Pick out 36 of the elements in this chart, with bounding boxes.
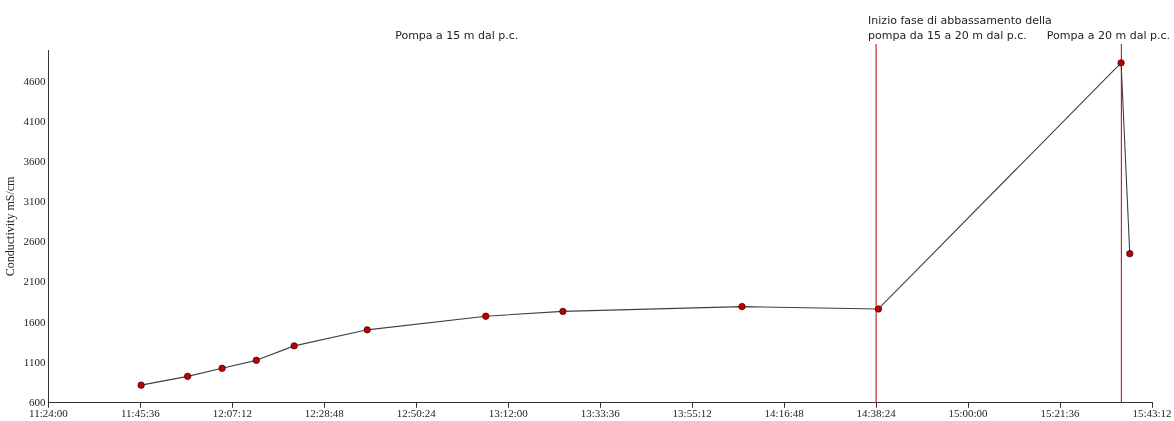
point bbox=[1117, 59, 1125, 67]
point bbox=[1126, 250, 1134, 258]
y-tick-label: 4600 bbox=[23, 74, 46, 87]
y-tick-label: 3100 bbox=[23, 195, 46, 208]
y-tick-label: 2100 bbox=[23, 275, 46, 288]
point bbox=[738, 302, 746, 311]
point bbox=[218, 364, 226, 372]
point bbox=[363, 326, 371, 334]
y-tick-label: 3600 bbox=[23, 155, 46, 168]
x-tick-label: 11:24:00 bbox=[29, 407, 69, 420]
x-tick-label: 15:00:00 bbox=[948, 407, 989, 420]
x-tick-label: 13:12:00 bbox=[488, 407, 529, 420]
x-tick-label: 14:16:48 bbox=[764, 407, 805, 420]
y-tick-label: 4100 bbox=[23, 115, 46, 128]
point bbox=[137, 381, 145, 389]
x-tick-label: 11:45:36 bbox=[121, 407, 161, 420]
y-axis-title: Conductivity mS/cm bbox=[3, 175, 18, 277]
point bbox=[482, 312, 490, 320]
y-tick-label: 1600 bbox=[23, 315, 46, 328]
ref-line-label: Pompa a 20 m dal p.c. bbox=[1046, 29, 1171, 43]
y-tick-label: 2600 bbox=[23, 235, 46, 248]
text: Pompa a 15 m dal p.c. bbox=[395, 29, 519, 43]
x-tick-label: 12:50:24 bbox=[396, 407, 437, 420]
point bbox=[290, 342, 298, 350]
y-tick-label: 1100 bbox=[23, 355, 46, 368]
x-tick-label: 12:07:12 bbox=[212, 407, 252, 420]
x-tick-label: 13:55:12 bbox=[672, 407, 712, 420]
x-tick-label: 15:43:12 bbox=[1132, 407, 1172, 420]
x-tick-label: 14:38:24 bbox=[856, 407, 897, 420]
point bbox=[184, 372, 192, 380]
x-tick-label: 13:33:36 bbox=[580, 407, 621, 420]
point bbox=[559, 307, 567, 315]
x-tick-label: 15:21:36 bbox=[1040, 407, 1081, 420]
y-tick-label: 600 bbox=[28, 395, 46, 408]
x-tick-label: 12:28:48 bbox=[304, 407, 345, 420]
point bbox=[252, 356, 260, 364]
